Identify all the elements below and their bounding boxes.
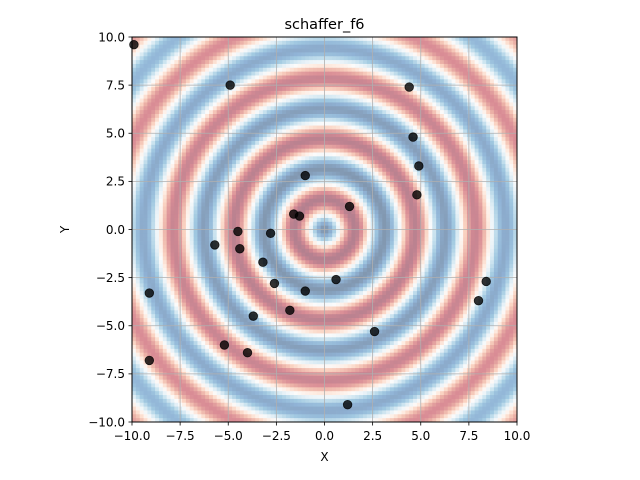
x-tick-label: −2.5 (262, 429, 291, 443)
scatter-point (235, 244, 245, 254)
y-tick-label: 10.0 (98, 30, 125, 44)
scatter-point (248, 311, 258, 321)
scatter-point (285, 305, 295, 316)
chart-title: schaffer_f6 (284, 17, 364, 33)
y-tick-label: 0.0 (106, 223, 125, 237)
scatter-point (412, 190, 422, 200)
x-tick-label: 10.0 (504, 429, 531, 443)
scatter-point (129, 40, 139, 50)
scatter-point (300, 286, 310, 296)
scatter-point (265, 228, 276, 239)
y-axis-ticks: −10.0 −7.5 −5.0 −2.5 0.0 2.5 5.0 7.5 10.0 (88, 30, 132, 429)
scatter-point (144, 355, 155, 366)
y-tick-label: −7.5 (96, 367, 125, 381)
y-tick-label: 7.5 (106, 78, 125, 92)
scatter-point (342, 399, 353, 410)
heatmap-background (132, 37, 518, 423)
x-tick-label: 7.5 (459, 429, 478, 443)
y-axis-label: Y (58, 225, 72, 234)
scatter-points (129, 40, 491, 410)
x-tick-label: 2.5 (363, 429, 382, 443)
scatter-point (414, 161, 424, 171)
y-tick-label: −10.0 (88, 415, 125, 429)
scatter-point (344, 201, 355, 212)
scatter-point (481, 276, 491, 287)
x-tick-label: 0.0 (315, 429, 334, 443)
scatter-point (294, 211, 305, 221)
scatter-point (408, 132, 418, 142)
x-axis-ticks: −10.0 −7.5 −5.0 −2.5 0.0 2.5 5.0 7.5 10.0 (114, 422, 531, 443)
x-axis-label: X (320, 450, 328, 464)
y-tick-label: −2.5 (96, 271, 125, 285)
scatter-point (473, 296, 484, 306)
y-tick-label: 2.5 (106, 175, 125, 189)
scatter-point (144, 288, 155, 298)
scatter-point (233, 226, 243, 237)
x-tick-label: −5.0 (214, 429, 243, 443)
scatter-point (404, 82, 414, 92)
x-tick-label: 5.0 (411, 429, 430, 443)
scatter-point (300, 170, 310, 181)
scatter-point (258, 257, 268, 267)
scatter-point (219, 340, 230, 350)
scatter-point (225, 80, 235, 90)
scatter-point (331, 274, 341, 285)
scatter-point (369, 326, 380, 337)
scatter-point (210, 240, 220, 250)
y-tick-label: −5.0 (96, 319, 125, 333)
y-tick-label: 5.0 (106, 127, 125, 141)
x-tick-label: −7.5 (166, 429, 195, 443)
scatter-point (269, 278, 280, 289)
scatter-point (242, 348, 253, 358)
x-tick-label: −10.0 (114, 429, 151, 443)
